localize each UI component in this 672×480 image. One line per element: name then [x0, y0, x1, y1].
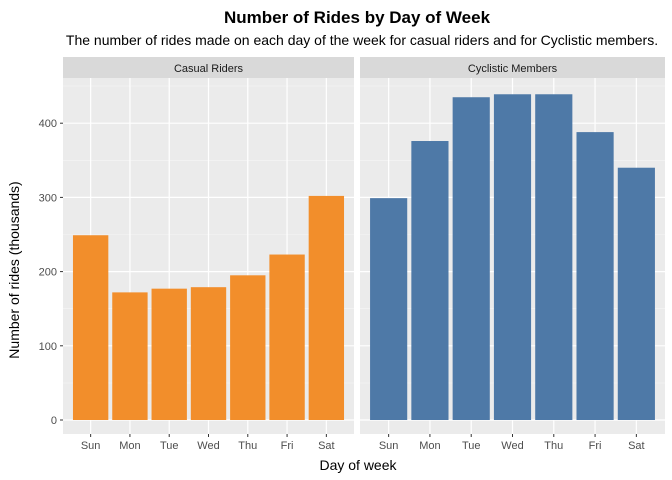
x-tick-label: Tue	[462, 440, 481, 452]
bar-cyclistic-members-thu	[535, 94, 573, 421]
y-tick-label: 400	[39, 118, 57, 130]
bar-casual-riders-fri	[269, 254, 305, 420]
bar-casual-riders-tue	[151, 288, 187, 420]
y-tick-label: 200	[39, 267, 57, 279]
x-tick-label: Sun	[81, 440, 101, 452]
bar-cyclistic-members-fri	[576, 132, 614, 420]
y-tick-label: 100	[39, 341, 57, 353]
x-tick-label: Fri	[281, 440, 294, 452]
chart-subtitle: The number of rides made on each day of …	[66, 32, 658, 48]
y-tick-label: 0	[51, 415, 57, 427]
x-tick-label: Sun	[379, 440, 399, 452]
x-tick-label: Wed	[501, 440, 523, 452]
facet-strip-label: Casual Riders	[174, 63, 244, 75]
bar-cyclistic-members-wed	[493, 94, 532, 421]
bar-casual-riders-thu	[230, 275, 266, 420]
panels: Casual Riders Sun Mon Tue Wed Thu Fri Sat Cyclis…	[39, 57, 665, 452]
x-tick-label: Sat	[318, 440, 335, 452]
facet-strip-label: Cyclistic Members	[468, 63, 558, 75]
x-tick-label: Mon	[419, 440, 440, 452]
bar-casual-riders-sat	[308, 195, 345, 420]
x-tick-label: Sat	[628, 440, 645, 452]
facet-strip	[360, 57, 665, 78]
x-tick-label: Wed	[197, 440, 219, 452]
x-tick-label: Fri	[589, 440, 602, 452]
y-axis-label: Number of rides (thousands)	[6, 181, 22, 358]
facet-strip	[63, 57, 354, 78]
x-tick-label: Tue	[160, 440, 179, 452]
x-axis-label: Day of week	[319, 457, 397, 473]
bar-casual-riders-sun	[72, 235, 109, 420]
bar-cyclistic-members-sat	[617, 167, 655, 420]
x-tick-label: Thu	[544, 440, 563, 452]
x-tick-label: Mon	[119, 440, 140, 452]
y-tick-label: 300	[39, 192, 57, 204]
chart-title: Number of Rides by Day of Week	[224, 8, 491, 27]
x-tick-label: Thu	[238, 440, 257, 452]
bar-casual-riders-wed	[190, 287, 227, 420]
bar-cyclistic-members-sun	[370, 198, 408, 420]
bar-cyclistic-members-tue	[452, 97, 490, 420]
bar-cyclistic-members-mon	[411, 141, 449, 420]
bar-casual-riders-mon	[112, 292, 148, 420]
